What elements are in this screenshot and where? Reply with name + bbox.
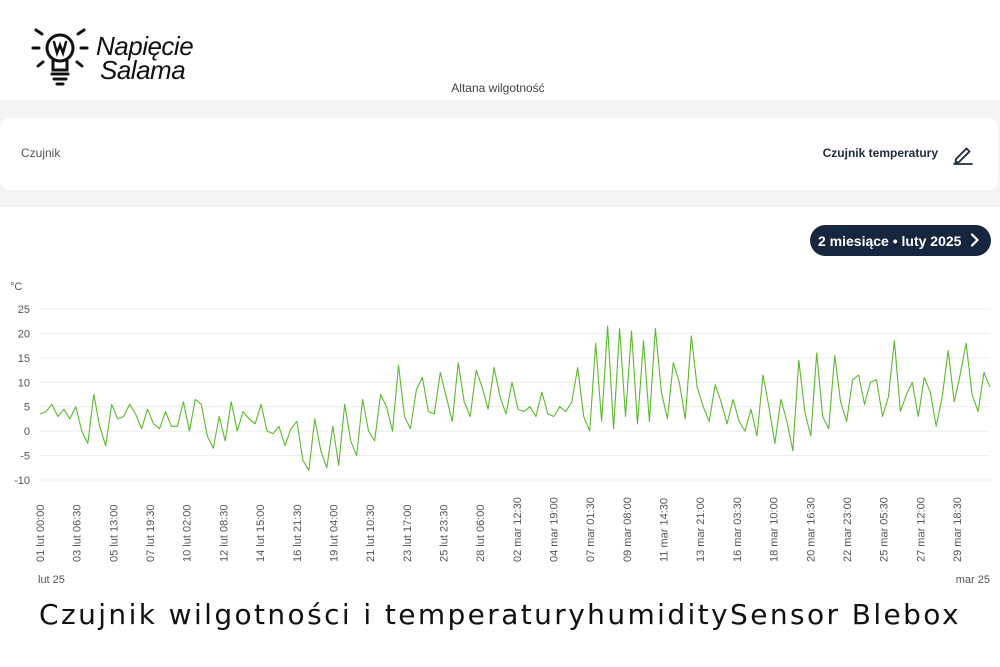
pencil-icon[interactable] <box>952 143 974 165</box>
y-tick-label: 25 <box>18 304 30 316</box>
top-bar: Napięcie Salama Altana wilgotność <box>0 0 1000 100</box>
date-range-label: 2 miesiące • luty 2025 <box>818 232 962 249</box>
y-tick-label: 15 <box>18 353 30 365</box>
x-tick-label: 23 lut 17:00 <box>402 505 414 563</box>
x-tick-label: 16 lut 21:30 <box>292 505 304 563</box>
y-axis-unit: °C <box>10 281 22 293</box>
x-tick-label: 07 lut 19:30 <box>145 505 157 563</box>
series-line <box>39 325 991 471</box>
x-tick-label: 03 lut 06:30 <box>72 505 84 563</box>
x-tick-label: 28 lut 06:00 <box>475 505 487 563</box>
x-tick-label: 16 mar 03:30 <box>732 497 744 562</box>
temperature-chart: °C 25 20 15 10 5 0 -5 -10 01 lut 00:00 03 lut 06… <box>10 281 991 586</box>
x-tick-label: 09 mar 08:00 <box>622 497 634 562</box>
x-tick-label: 07 mar 01:30 <box>585 497 597 562</box>
sensor-card: Czujnik Czujnik temperatury <box>0 118 998 190</box>
y-tick-label: 5 <box>24 402 30 414</box>
x-tick-label: 25 lut 23:30 <box>439 505 451 563</box>
y-tick-label: -10 <box>14 475 30 487</box>
y-tick-label: 0 <box>24 426 30 438</box>
y-tick-label: -5 <box>20 451 30 463</box>
x-tick-label: 14 lut 15:00 <box>255 505 267 563</box>
logo-line-1: Napięcie <box>96 31 194 61</box>
y-tick-label: 10 <box>18 377 30 389</box>
x-tick-label: 10 lut 02:00 <box>182 505 194 563</box>
x-tick-label: 04 mar 19:00 <box>549 497 561 562</box>
x-tick-label: 22 mar 23:00 <box>842 497 854 562</box>
sensor-value[interactable]: Czujnik temperatury <box>822 146 938 160</box>
date-range-button[interactable]: 2 miesiące • luty 2025 <box>810 225 991 256</box>
chart-grid <box>40 308 990 481</box>
chevron-right-icon <box>970 233 979 247</box>
x-end-label: mar 25 <box>956 574 990 586</box>
x-tick-label: 01 lut 00:00 <box>35 505 47 563</box>
y-tick-labels: 25 20 15 10 5 0 -5 -10 <box>14 304 30 487</box>
logo-text: Napięcie Salama <box>96 31 194 85</box>
y-tick-label: 20 <box>18 328 30 340</box>
logo-line-2: Salama <box>100 55 186 85</box>
x-tick-label: 11 mar 14:30 <box>659 498 671 562</box>
logo[interactable]: Napięcie Salama <box>30 26 194 90</box>
x-tick-label: 02 mar 12:30 <box>512 497 524 562</box>
x-tick-labels: 01 lut 00:00 03 lut 06:30 05 lut 13:00 07 l… <box>35 497 964 562</box>
x-tick-label: 19 lut 04:00 <box>328 505 340 563</box>
sensor-label: Czujnik <box>21 146 61 160</box>
x-tick-label: 12 lut 08:30 <box>218 505 230 563</box>
x-tick-label: 18 mar 10:00 <box>769 497 781 562</box>
x-tick-label: 29 mar 18:30 <box>952 497 964 562</box>
caption: Czujnik wilgotności i temperaturyhumidit… <box>39 598 961 631</box>
x-tick-label: 25 mar 05:30 <box>879 497 891 562</box>
x-tick-label: 21 lut 10:30 <box>365 505 377 563</box>
x-start-label: lut 25 <box>38 574 65 586</box>
x-tick-label: 27 mar 12:00 <box>915 497 927 562</box>
lightbulb-logo-icon <box>31 28 89 86</box>
x-tick-label: 13 mar 21:00 <box>695 497 707 562</box>
page-title: Altana wilgotność <box>451 81 545 95</box>
x-tick-label: 20 mar 16:30 <box>805 497 817 562</box>
x-tick-label: 05 lut 13:00 <box>108 505 120 563</box>
